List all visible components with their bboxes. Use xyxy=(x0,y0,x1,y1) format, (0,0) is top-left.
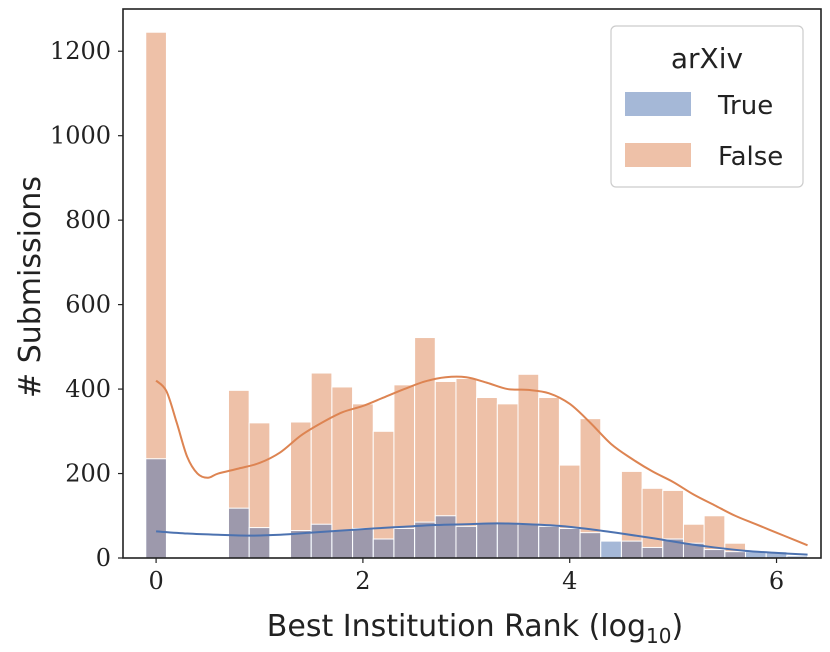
bar-true-24 xyxy=(641,546,664,559)
legend: arXiv True False xyxy=(610,25,804,188)
plot-frame xyxy=(122,8,822,559)
legend-swatch-false xyxy=(625,143,691,167)
bar-true-4 xyxy=(227,507,250,559)
bar-true-21 xyxy=(579,532,602,559)
bar-true-23 xyxy=(620,540,643,559)
legend-title: arXiv xyxy=(671,42,743,75)
series-false-bars xyxy=(145,31,747,559)
bar-true-11 xyxy=(372,538,395,559)
legend-label-true: True xyxy=(717,91,773,121)
x-tick-label: 0 xyxy=(148,567,163,595)
x-axis-label: Best Institution Rank (log10) xyxy=(267,609,683,648)
x-axis-ticks: 0 2 4 6 xyxy=(148,558,784,595)
bar-true-28 xyxy=(724,551,747,559)
y-tick-label: 800 xyxy=(65,206,111,234)
legend-label-false: False xyxy=(718,142,783,172)
bar-true-14 xyxy=(434,515,457,559)
bar-true-5 xyxy=(248,527,271,559)
bar-true-22 xyxy=(600,540,622,559)
legend-swatch-true xyxy=(625,92,691,116)
y-tick-label: 600 xyxy=(65,291,111,319)
bar-true-10 xyxy=(352,527,374,559)
kde-line-false xyxy=(155,375,808,547)
x-tick-label: 2 xyxy=(355,567,370,595)
bar-true-18 xyxy=(517,523,540,559)
kde-line-true xyxy=(156,522,808,556)
y-tick-label: 400 xyxy=(65,375,111,403)
y-tick-label: 200 xyxy=(65,460,111,488)
bar-true-19 xyxy=(538,525,560,559)
bar-true-12 xyxy=(393,527,416,559)
bar-true-13 xyxy=(414,521,436,559)
bar-true-15 xyxy=(455,525,478,559)
bar-true-0 xyxy=(145,458,167,559)
bar-true-20 xyxy=(558,527,581,559)
bar-true-27 xyxy=(703,549,726,559)
y-tick-label: 0 xyxy=(96,544,111,572)
series-true-bars xyxy=(145,458,809,559)
x-tick-label: 4 xyxy=(562,567,577,595)
bar-true-16 xyxy=(476,522,498,559)
bar-true-8 xyxy=(310,523,333,559)
y-tick-label: 1000 xyxy=(50,122,111,150)
y-tick-label: 1200 xyxy=(50,37,111,65)
x-tick-label: 6 xyxy=(769,567,784,595)
bar-true-17 xyxy=(496,522,519,559)
y-axis-ticks: 0 200 400 600 800 1000 1200 xyxy=(50,37,123,572)
bar-true-9 xyxy=(331,530,354,559)
y-axis-label: # Submissions xyxy=(13,176,48,398)
